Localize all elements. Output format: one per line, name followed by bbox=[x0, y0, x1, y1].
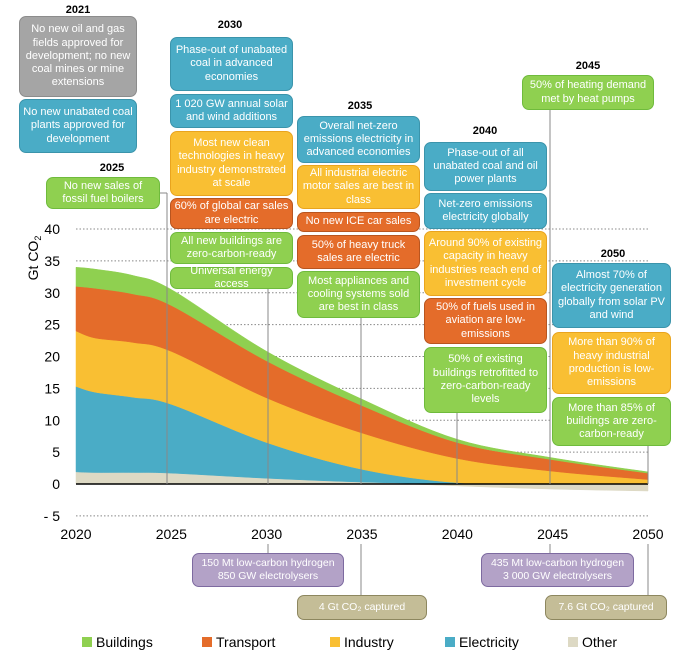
milestone-box: Net-zero emissions electricity globally bbox=[424, 193, 547, 229]
legend-label: Buildings bbox=[96, 634, 153, 650]
milestone-box: 50% of heavy truck sales are electric bbox=[297, 235, 420, 269]
x-tick-label: 2035 bbox=[346, 526, 377, 542]
y-tick-label: 0 bbox=[52, 476, 60, 492]
x-tick-label: 2050 bbox=[632, 526, 663, 542]
milestone-year-2040: 2040 bbox=[472, 125, 498, 137]
legend-swatch bbox=[445, 637, 455, 647]
x-tick-label: 2020 bbox=[60, 526, 91, 542]
milestone-year-2025: 2025 bbox=[99, 162, 125, 174]
legend-swatch bbox=[82, 637, 92, 647]
legend-label: Industry bbox=[344, 634, 394, 650]
x-tick-label: 2045 bbox=[537, 526, 568, 542]
legend-label: Transport bbox=[216, 634, 276, 650]
milestone-year-2045: 2045 bbox=[575, 60, 601, 72]
milestone-box: Phase-out of unabated coal in advanced e… bbox=[170, 37, 293, 91]
milestone-box: All industrial electric motor sales are … bbox=[297, 165, 420, 209]
below-axis-text: 7.6 Gt CO₂ captured bbox=[558, 600, 654, 613]
legend-label: Electricity bbox=[459, 634, 519, 650]
x-tick-label: 2025 bbox=[156, 526, 187, 542]
milestone-year-2050: 2050 bbox=[600, 248, 626, 260]
milestone-box: 50% of heating demand met by heat pumps bbox=[522, 75, 654, 110]
milestone-year-2035: 2035 bbox=[347, 100, 373, 112]
y-tick-label: 35 bbox=[44, 253, 60, 269]
below-axis-text: 4 Gt CO₂ captured bbox=[318, 600, 406, 613]
milestone-box: No new unabated coal plants approved for… bbox=[19, 99, 137, 153]
milestone-box: More than 90% of heavy industrial produc… bbox=[552, 332, 671, 394]
milestone-box: Almost 70% of electricity generation glo… bbox=[552, 263, 671, 328]
milestone-box: 50% of fuels used in aviation are low-em… bbox=[424, 298, 547, 344]
below-axis-text: 435 Mt low-carbon hydrogen bbox=[490, 556, 625, 569]
x-tick-label: 2030 bbox=[251, 526, 282, 542]
milestone-year-2030: 2030 bbox=[217, 19, 243, 31]
legend-label: Other bbox=[582, 634, 618, 650]
below-axis-box: 4 Gt CO₂ captured bbox=[297, 595, 427, 620]
below-axis-box: 7.6 Gt CO₂ captured bbox=[545, 595, 667, 620]
y-tick-label: 5 bbox=[52, 444, 60, 460]
y-tick-label: - 5 bbox=[44, 508, 61, 524]
milestone-box: No new sales of fossil fuel boilers bbox=[46, 177, 160, 209]
y-axis-label: Gt CO2 bbox=[25, 236, 43, 281]
milestone-box: Most new clean technologies in heavy ind… bbox=[170, 131, 293, 196]
legend-item-other: Other bbox=[568, 634, 617, 650]
legend-swatch bbox=[568, 637, 578, 647]
below-axis-text: 850 GW electrolysers bbox=[217, 570, 319, 582]
below-axis-text: 3 000 GW electrolysers bbox=[502, 570, 613, 582]
legend-swatch bbox=[202, 637, 212, 647]
legend-item-electricity: Electricity bbox=[445, 634, 519, 650]
y-tick-label: 15 bbox=[44, 380, 60, 396]
milestone-box: Universal energy access bbox=[170, 265, 293, 290]
milestone-box: Most appliances and cooling systems sold… bbox=[297, 271, 420, 318]
legend-item-buildings: Buildings bbox=[82, 634, 153, 650]
milestone-box: Around 90% of existing capacity in heavy… bbox=[424, 231, 547, 296]
below-axis-box: 150 Mt low-carbon hydrogen 850 GW electro… bbox=[192, 553, 344, 587]
y-tick-label: 25 bbox=[44, 317, 60, 333]
milestone-box: 50% of existing buildings retrofitted to… bbox=[424, 347, 547, 413]
milestone-box: More than 85% of buildings are zero-carb… bbox=[552, 397, 671, 446]
y-tick-label: 10 bbox=[44, 412, 60, 428]
legend-item-transport: Transport bbox=[202, 634, 275, 650]
milestone-box: 60% of global car sales are electric bbox=[170, 198, 293, 229]
milestone-box: All new buildings are zero-carbon-ready bbox=[170, 232, 293, 264]
y-tick-label: 20 bbox=[44, 349, 60, 365]
milestone-box: Phase-out of all unabated coal and oil p… bbox=[424, 142, 547, 191]
milestone-year-2021: 2021 bbox=[65, 4, 91, 16]
below-axis-box: 435 Mt low-carbon hydrogen 3 000 GW elect… bbox=[481, 553, 634, 587]
milestone-box: No new ICE car sales bbox=[297, 212, 420, 232]
milestone-box: Overall net-zero emissions electricity i… bbox=[297, 116, 420, 163]
legend-item-industry: Industry bbox=[330, 634, 394, 650]
x-tick-label: 2040 bbox=[442, 526, 473, 542]
milestone-box: No new oil and gas fields approved for d… bbox=[19, 16, 137, 97]
legend-swatch bbox=[330, 637, 340, 647]
below-axis-text: 150 Mt low-carbon hydrogen bbox=[201, 556, 335, 569]
y-tick-label: 30 bbox=[44, 285, 60, 301]
y-tick-label: 40 bbox=[44, 221, 60, 237]
milestone-box: 1 020 GW annual solar and wind additions bbox=[170, 94, 293, 128]
